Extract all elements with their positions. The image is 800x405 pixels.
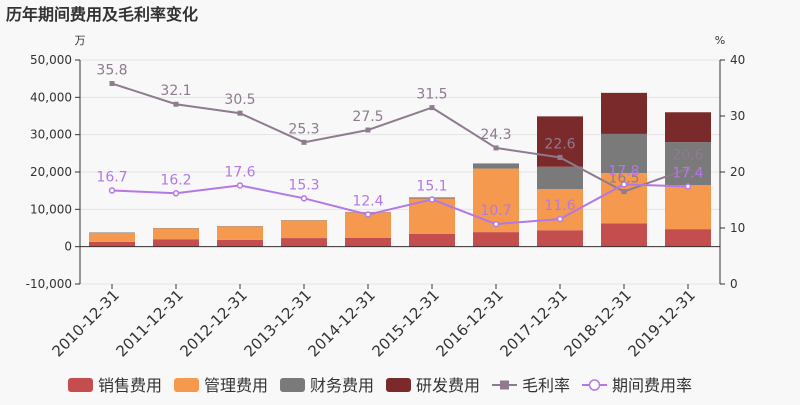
left-tick-label: 30,000	[30, 128, 72, 142]
right-tick-label: 30	[730, 109, 745, 123]
point-marker	[494, 145, 499, 150]
legend-label: 期间费用率	[612, 376, 692, 395]
left-axis-unit: 万	[75, 34, 86, 47]
data-label: 11.6	[544, 198, 575, 214]
data-label: 15.3	[288, 177, 319, 193]
x-tick-label: 2017-12-31	[496, 286, 570, 360]
point-marker	[430, 105, 435, 110]
data-label: 22.6	[544, 136, 575, 152]
point-marker	[366, 128, 371, 133]
left-tick-label: 10,000	[30, 202, 72, 216]
point-marker	[558, 155, 563, 160]
x-tick-label: 2014-12-31	[304, 286, 378, 360]
x-tick-label: 2016-12-31	[432, 286, 506, 360]
point-marker	[238, 183, 243, 188]
legend-label: 财务费用	[310, 376, 374, 395]
bar-segment	[153, 228, 199, 239]
right-tick-label: 0	[730, 277, 738, 291]
point-marker	[430, 197, 435, 202]
x-tick-label: 2019-12-31	[624, 286, 698, 360]
data-label: 10.7	[480, 203, 511, 219]
left-tick-label: 40,000	[30, 90, 72, 104]
bar-segment	[665, 185, 711, 229]
bar-segment	[665, 229, 711, 247]
legend: 销售费用 管理费用 财务费用 研发费用 毛利率 期间费用率	[68, 376, 692, 395]
point-marker	[366, 212, 371, 217]
bar-segment	[537, 167, 583, 189]
point-marker	[302, 140, 307, 145]
x-tick-label: 2013-12-31	[240, 286, 314, 360]
x-tick-label: 2015-12-31	[368, 286, 442, 360]
legend-marker	[590, 380, 600, 390]
data-label: 15.1	[416, 178, 447, 194]
data-label: 27.5	[352, 109, 383, 125]
legend-label: 销售费用	[98, 376, 162, 395]
point-marker	[238, 111, 243, 116]
bar-segment	[89, 233, 135, 242]
legend-label: 毛利率	[522, 376, 570, 395]
data-label: 17.8	[608, 163, 639, 179]
data-label: 32.1	[160, 83, 191, 99]
legend-label: 研发费用	[416, 376, 480, 395]
bar-segment	[601, 93, 647, 134]
point-marker	[622, 189, 627, 194]
legend-label: 管理费用	[204, 376, 268, 395]
point-marker	[110, 81, 115, 86]
bar-segment	[601, 224, 647, 247]
bar-segment	[217, 240, 263, 247]
bar-segment	[217, 227, 263, 240]
point-marker	[686, 184, 691, 189]
bar-segment	[473, 163, 519, 168]
x-tick-label: 2011-12-31	[112, 286, 186, 360]
data-label: 16.2	[160, 172, 191, 188]
point-marker	[558, 217, 563, 222]
left-tick-label: -10,000	[26, 277, 72, 291]
right-axis-unit: %	[715, 34, 725, 47]
bar-segment	[665, 112, 711, 142]
legend-swatch	[280, 378, 305, 392]
data-label: 35.8	[96, 63, 127, 79]
data-label: 20.6	[672, 148, 703, 164]
bar-segment	[409, 234, 455, 247]
bar-segment	[537, 230, 583, 246]
data-label: 30.5	[224, 92, 255, 108]
data-label: 16.7	[96, 169, 127, 185]
point-marker	[174, 102, 179, 107]
data-label: 17.6	[224, 164, 255, 180]
right-tick-label: 40	[730, 53, 745, 67]
x-tick-label: 2010-12-31	[48, 286, 122, 360]
bar-segment	[281, 221, 327, 239]
legend-swatch	[386, 378, 411, 392]
point-marker	[302, 196, 307, 201]
x-tick-label: 2012-12-31	[176, 286, 250, 360]
legend-swatch	[68, 378, 93, 392]
left-tick-label: 50,000	[30, 53, 72, 67]
data-label: 12.4	[352, 194, 383, 210]
bar-segment	[89, 242, 135, 247]
data-label: 25.3	[288, 121, 319, 137]
bar-segment	[473, 232, 519, 247]
data-label: 31.5	[416, 87, 447, 103]
bar-segment	[153, 239, 199, 246]
bar-segment	[281, 238, 327, 247]
legend-marker	[500, 381, 509, 390]
point-marker	[174, 191, 179, 196]
bar-segment	[345, 238, 391, 247]
data-label: 24.3	[480, 127, 511, 143]
data-label: 17.4	[672, 166, 703, 182]
left-tick-label: 0	[64, 240, 72, 254]
legend-swatch	[174, 378, 199, 392]
point-marker	[494, 222, 499, 227]
chart-title: 历年期间费用及毛利率变化	[6, 5, 198, 24]
left-tick-label: 20,000	[30, 165, 72, 179]
right-tick-label: 20	[730, 165, 745, 179]
point-marker	[110, 188, 115, 193]
x-tick-label: 2018-12-31	[560, 286, 634, 360]
right-tick-label: 10	[730, 221, 745, 235]
bar-segment	[89, 232, 135, 233]
